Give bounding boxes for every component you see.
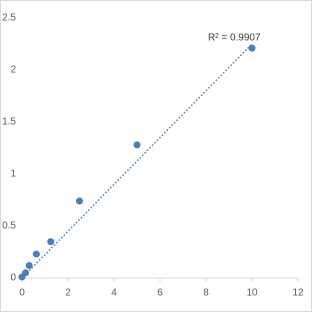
data-point	[25, 262, 33, 270]
y-tick-label: 0	[10, 273, 16, 284]
x-tick-label: 10	[246, 288, 258, 299]
x-tick-label: 6	[157, 288, 163, 299]
y-tick-label: 2.5	[2, 13, 16, 24]
data-point	[76, 197, 83, 205]
data-point	[32, 250, 40, 258]
y-tick-label: 0.5	[2, 221, 16, 232]
data-point	[47, 238, 55, 246]
x-tick-label: 2	[65, 288, 71, 299]
data-point	[248, 44, 256, 52]
x-tick-label: 4	[111, 288, 117, 299]
chart: R² = 0.9907 0 0.5 1 1.5 2 2.5 0 2 4 6 8 10 12	[0, 0, 312, 312]
x-tick-label: 8	[203, 288, 209, 299]
trendline	[21, 43, 253, 279]
annotation: R² = 0.9907	[208, 33, 261, 44]
x-tick-label: 12	[292, 288, 304, 299]
data-point	[22, 269, 30, 277]
y-tick-label: 1.5	[2, 117, 16, 128]
data-point	[133, 141, 141, 149]
chart-border	[0, 0, 312, 312]
x-tick-label: 0	[19, 288, 25, 299]
y-tick-label: 2	[10, 65, 16, 76]
y-tick-label: 1	[10, 169, 16, 180]
